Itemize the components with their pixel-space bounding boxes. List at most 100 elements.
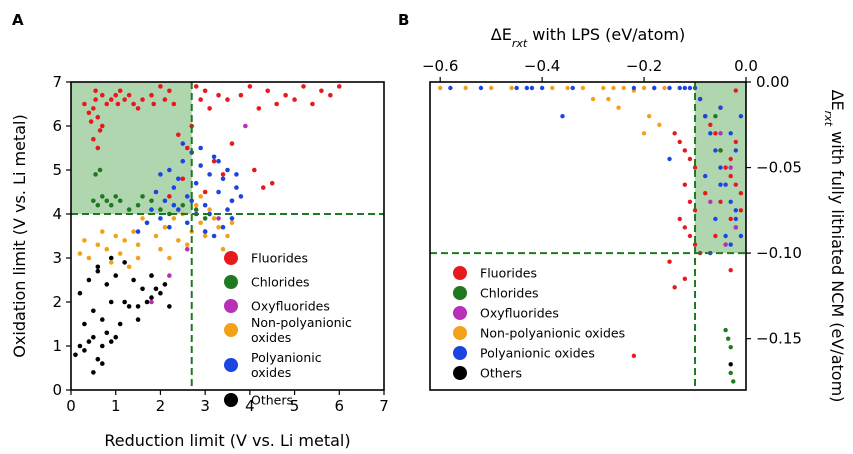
- point-a-s1-15: [202, 216, 208, 221]
- legend-label-a-3-l1: Non-polyanionic: [251, 315, 352, 330]
- point-a-s0-23: [162, 97, 168, 102]
- point-a-s4-39: [225, 207, 230, 212]
- point-a-s0-49: [252, 167, 257, 173]
- point-b-s4-6: [570, 85, 575, 91]
- x-tick-label-a-4: 4: [245, 397, 255, 415]
- point-a-s4-4: [162, 198, 168, 204]
- point-a-s3-26: [126, 264, 132, 270]
- point-a-s0-12: [113, 92, 119, 98]
- point-a-s4-33: [216, 158, 221, 164]
- x-tick-label-a-1: 1: [111, 397, 121, 415]
- point-a-s3-4: [113, 233, 119, 239]
- points-a: [73, 84, 342, 375]
- axes-frame-a: [70, 81, 385, 391]
- point-a-s0-46: [336, 84, 342, 89]
- point-a-s1-12: [167, 211, 172, 217]
- point-a-s5-25: [144, 299, 150, 305]
- point-a-s5-2: [82, 348, 87, 353]
- point-a-s4-16: [216, 189, 221, 195]
- point-b-s4-15: [703, 114, 708, 119]
- point-b-s0-6: [687, 199, 693, 204]
- point-b-s2-4: [723, 242, 728, 247]
- point-a-s0-41: [292, 97, 297, 102]
- point-b-s3-5: [565, 85, 570, 91]
- x-tick-label-a-2: 2: [156, 397, 166, 415]
- point-a-s5-23: [158, 290, 163, 296]
- y-tick-label-b-2: −0.10: [756, 244, 802, 262]
- point-a-s0-31: [202, 88, 208, 94]
- panel-b: B −0.6 −0.4 −0.2 0.00.00 −0.05 −0.10 −0.15 ΔErxt…: [398, 11, 847, 402]
- point-a-s5-21: [140, 286, 145, 292]
- legend-label-a-4-l2: oxides: [251, 365, 291, 380]
- legend-label-a-4-l1: Polyanionic: [251, 350, 322, 365]
- point-a-s5-0: [73, 352, 78, 358]
- point-a-s4-37: [189, 198, 195, 204]
- point-a-s0-35: [238, 92, 244, 98]
- points-b: [437, 85, 744, 384]
- point-a-s0-1: [86, 110, 92, 116]
- point-b-s0-31: [631, 353, 637, 358]
- point-b-s4-1: [478, 85, 484, 91]
- x-tick-label-b-3: 0.0: [734, 57, 758, 75]
- point-a-s0-52: [167, 194, 172, 199]
- point-b-s4-24: [718, 182, 723, 187]
- legend-label-b-4: Polyanionic oxides: [480, 346, 595, 361]
- point-b-s4-8: [652, 85, 657, 91]
- point-a-s4-36: [171, 202, 177, 208]
- point-a-s0-55: [260, 185, 266, 190]
- point-b-s4-14: [697, 96, 703, 102]
- point-b-s4-22: [738, 233, 744, 239]
- point-b-s0-0: [672, 131, 677, 136]
- point-a-s4-14: [207, 172, 212, 177]
- point-a-s4-27: [202, 229, 208, 234]
- point-a-s0-32: [207, 106, 212, 111]
- point-a-s5-24: [135, 304, 141, 309]
- point-a-s3-30: [202, 233, 208, 239]
- point-a-s5-36: [149, 273, 154, 278]
- legend-marker-a-2: [224, 299, 238, 313]
- point-a-s0-47: [211, 158, 217, 164]
- point-a-s4-29: [220, 224, 226, 230]
- point-a-s3-17: [225, 233, 230, 239]
- point-b-s3-8: [611, 85, 616, 91]
- point-b-s4-19: [723, 182, 728, 187]
- point-a-s4-9: [184, 194, 190, 199]
- point-b-s5-0: [728, 362, 733, 367]
- legend-label-b-2: Oxyfluorides: [480, 306, 559, 321]
- point-a-s3-23: [176, 238, 181, 243]
- point-b-s0-34: [682, 276, 688, 281]
- point-b-s4-31: [560, 114, 565, 119]
- point-a-s4-7: [176, 176, 181, 182]
- y-tick-label-a-3: 3: [52, 249, 62, 267]
- point-b-s0-29: [677, 216, 682, 222]
- point-b-s0-17: [718, 199, 723, 204]
- point-a-s5-30: [117, 321, 123, 327]
- point-b-s4-0: [448, 85, 453, 91]
- point-b-s3-2: [488, 85, 494, 91]
- point-b-s3-16: [646, 114, 652, 119]
- point-a-s4-3: [158, 172, 163, 177]
- point-b-s4-18: [718, 165, 723, 170]
- point-a-s5-8: [108, 339, 114, 344]
- legend-marker-b-1: [453, 286, 467, 300]
- point-a-s0-21: [151, 101, 157, 107]
- y-tick-label-a-0: 0: [52, 381, 62, 399]
- point-a-s4-13: [202, 202, 208, 208]
- point-a-s5-34: [122, 299, 127, 305]
- point-a-s3-7: [135, 242, 141, 248]
- point-a-s4-34: [234, 172, 239, 177]
- point-b-s4-11: [682, 85, 688, 91]
- point-a-s5-3: [86, 339, 92, 344]
- point-b-s3-15: [616, 105, 621, 110]
- point-b-s0-30: [692, 242, 698, 247]
- point-b-s3-7: [601, 85, 606, 91]
- legend-marker-a-4: [224, 358, 238, 372]
- point-a-s5-16: [95, 264, 101, 270]
- legend-marker-b-3: [453, 326, 467, 340]
- point-a-s4-18: [225, 167, 230, 173]
- point-a-s1-2: [100, 194, 105, 199]
- x-tick-label-a-5: 5: [290, 397, 300, 415]
- point-b-s0-26: [733, 139, 739, 145]
- point-a-s4-8: [180, 158, 186, 164]
- point-a-s0-3: [91, 106, 96, 111]
